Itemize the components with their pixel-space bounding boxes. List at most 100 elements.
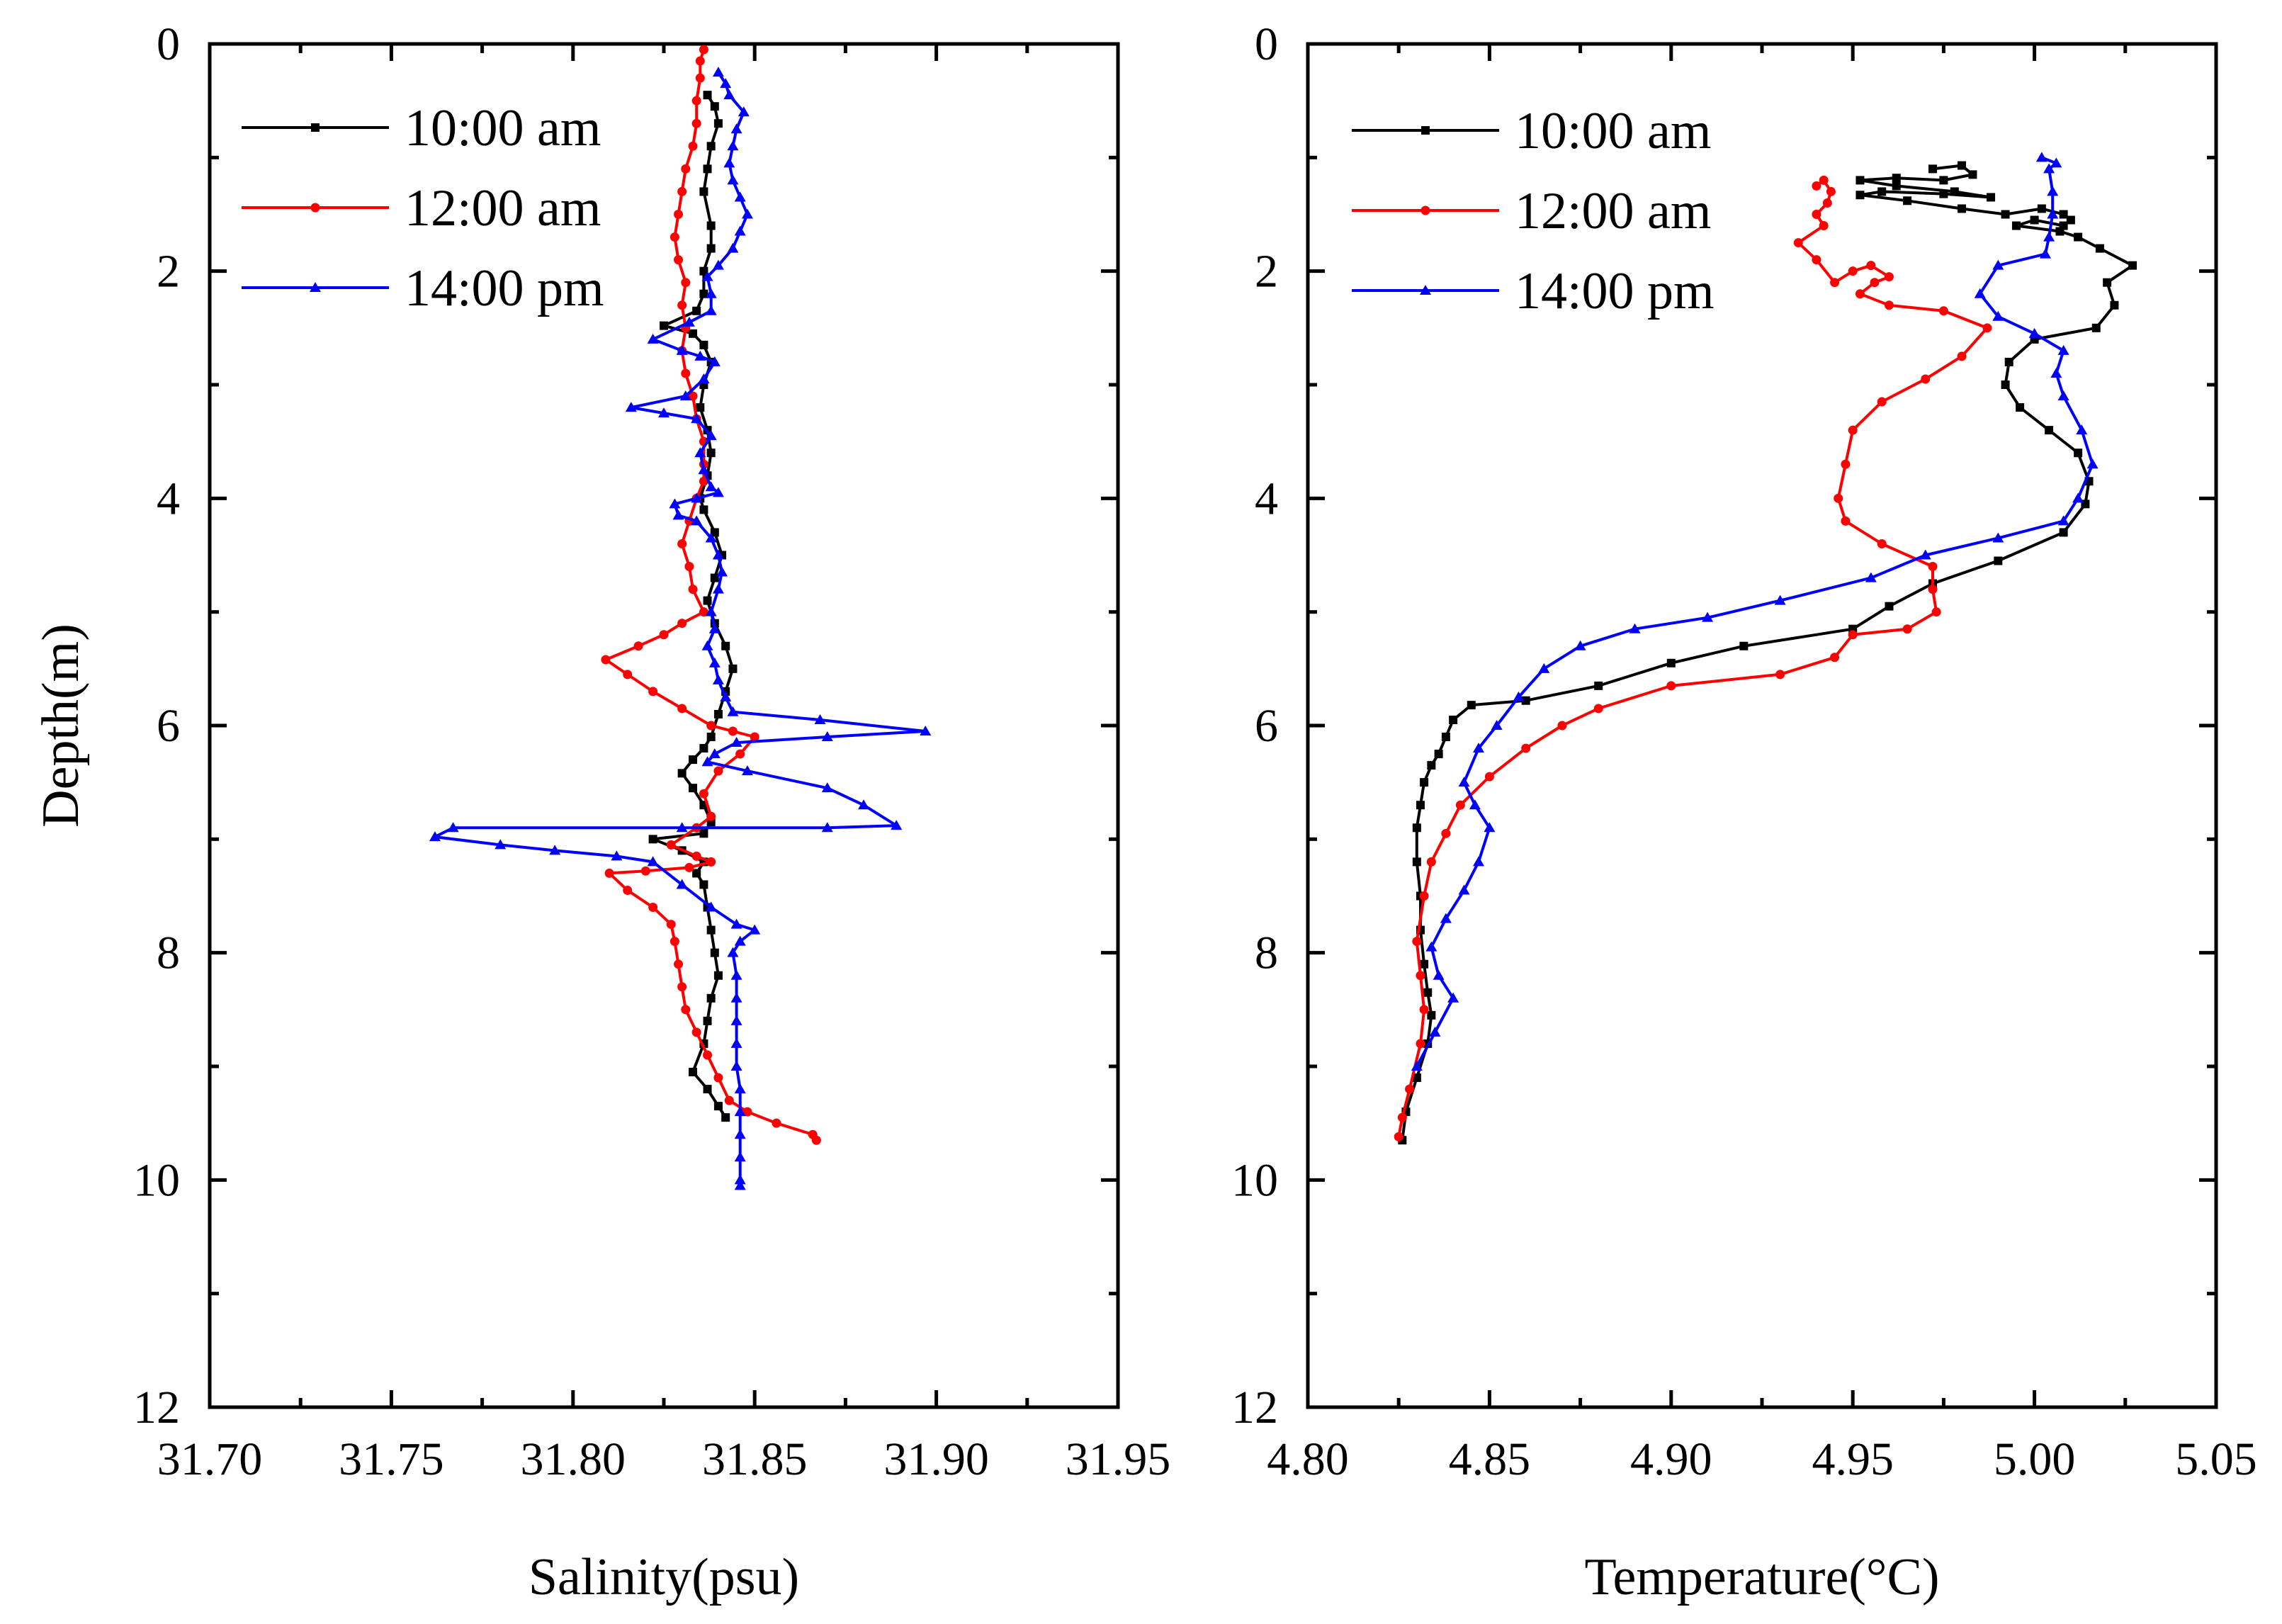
x-tick-label: 5.05	[2175, 1433, 2257, 1485]
data-point	[706, 449, 716, 458]
legend-label: 14:00 pm	[405, 259, 604, 317]
legend-label: 10:00 am	[1515, 102, 1711, 160]
data-point	[1855, 289, 1865, 299]
x-tick-label: 31.75	[339, 1433, 444, 1485]
x-tick-label: 31.80	[521, 1433, 626, 1485]
data-point	[695, 56, 705, 66]
data-point	[666, 920, 676, 930]
series-line	[1416, 156, 2094, 1067]
data-point	[698, 373, 710, 383]
data-point	[706, 244, 716, 253]
data-point	[712, 67, 724, 77]
data-point	[2001, 380, 2010, 389]
data-point	[495, 839, 507, 850]
data-point	[1473, 856, 1485, 867]
data-point	[728, 664, 738, 673]
data-point	[701, 640, 713, 650]
series-line	[651, 94, 735, 1119]
y-tick-label: 4	[1255, 473, 1278, 524]
data-point	[1938, 306, 1948, 316]
data-point	[2103, 278, 2112, 287]
data-point	[730, 1061, 742, 1071]
legend-marker	[1421, 126, 1430, 135]
legend-marker	[1420, 205, 1430, 215]
data-point	[689, 755, 698, 765]
data-point	[1433, 969, 1445, 980]
data-point	[1513, 691, 1525, 701]
data-point	[708, 623, 721, 633]
series-0	[648, 91, 738, 1122]
data-point	[683, 316, 695, 327]
data-point	[1397, 1112, 1407, 1122]
data-point	[1974, 288, 1986, 298]
x-tick-label: 4.80	[1267, 1433, 1349, 1485]
data-point	[891, 820, 903, 830]
data-point	[723, 157, 735, 168]
data-point	[677, 186, 687, 196]
data-point	[1440, 913, 1452, 923]
data-point	[720, 78, 732, 89]
data-point	[1877, 187, 1887, 196]
data-point	[727, 140, 739, 151]
data-point	[1416, 1039, 1425, 1049]
data-point	[1826, 186, 1836, 196]
salinity-panel: 31.70 31.75 31.80 31.85 31.90 31.95 0 2 4 6 8 10 12 S…	[32, 18, 1170, 1606]
plot-frame	[208, 42, 1120, 1409]
data-point	[1921, 374, 1931, 384]
data-point	[1629, 623, 1641, 633]
data-point	[727, 947, 739, 957]
data-point	[1982, 323, 1992, 333]
data-point	[1892, 174, 1901, 183]
data-point	[1884, 272, 1894, 282]
data-point	[727, 174, 739, 185]
legend-marker	[310, 203, 320, 213]
data-point	[708, 748, 721, 759]
data-point	[691, 492, 703, 503]
data-point	[730, 992, 742, 1003]
data-point	[658, 407, 670, 418]
data-point	[2059, 528, 2068, 537]
data-point	[1812, 210, 1821, 219]
data-point	[1447, 992, 1459, 1003]
data-point	[703, 164, 712, 174]
data-point	[1870, 278, 1880, 288]
data-point	[684, 562, 694, 572]
data-point	[1484, 822, 1496, 833]
data-point	[679, 390, 691, 401]
data-point	[648, 903, 658, 913]
data-point	[1419, 1005, 1429, 1015]
data-point	[713, 119, 723, 128]
data-point	[1449, 715, 1458, 724]
data-point	[1877, 397, 1887, 407]
data-point	[666, 840, 676, 850]
data-point	[2059, 210, 2068, 219]
data-point	[691, 96, 701, 106]
data-point	[728, 726, 738, 736]
data-point	[1834, 493, 1843, 503]
data-point	[1958, 204, 1967, 213]
data-point	[1429, 1026, 1441, 1037]
data-point	[734, 1083, 746, 1094]
data-point	[699, 266, 708, 276]
y-tick-label: 4	[157, 473, 180, 524]
data-point	[1793, 238, 1803, 248]
temperature-panel: 4.80 4.85 4.90 4.95 5.00 5.05 0 2 4 6 8 10 12 Tempera…	[1231, 18, 2257, 1606]
data-point	[1866, 261, 1876, 271]
data-point	[1957, 351, 1967, 361]
data-point	[1830, 653, 1840, 662]
data-point	[447, 822, 459, 833]
data-point	[1902, 624, 1912, 634]
data-point	[623, 885, 633, 895]
data-point	[688, 141, 698, 151]
data-point	[688, 585, 698, 594]
data-point	[2076, 424, 2088, 435]
data-point	[1484, 772, 1494, 782]
data-point	[1666, 681, 1676, 691]
data-point	[734, 191, 746, 202]
data-point	[701, 756, 713, 767]
data-point	[1467, 701, 1476, 710]
series-1	[1394, 175, 1992, 1141]
data-point	[710, 102, 719, 111]
data-point	[2055, 227, 2064, 236]
data-point	[713, 766, 723, 776]
